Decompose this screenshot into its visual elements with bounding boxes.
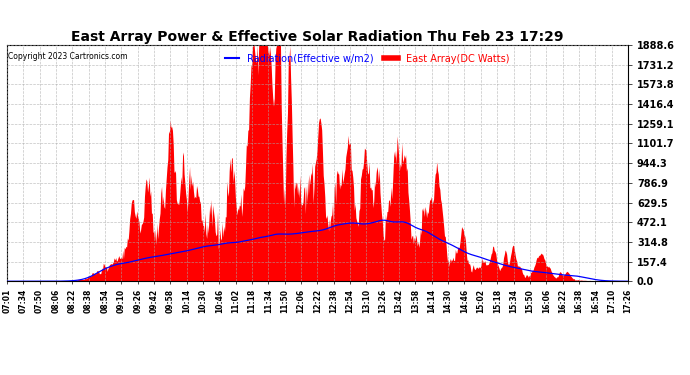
Text: Copyright 2023 Cartronics.com: Copyright 2023 Cartronics.com (8, 52, 127, 61)
Title: East Array Power & Effective Solar Radiation Thu Feb 23 17:29: East Array Power & Effective Solar Radia… (71, 30, 564, 44)
Legend: Radiation(Effective w/m2), East Array(DC Watts): Radiation(Effective w/m2), East Array(DC… (221, 50, 513, 68)
